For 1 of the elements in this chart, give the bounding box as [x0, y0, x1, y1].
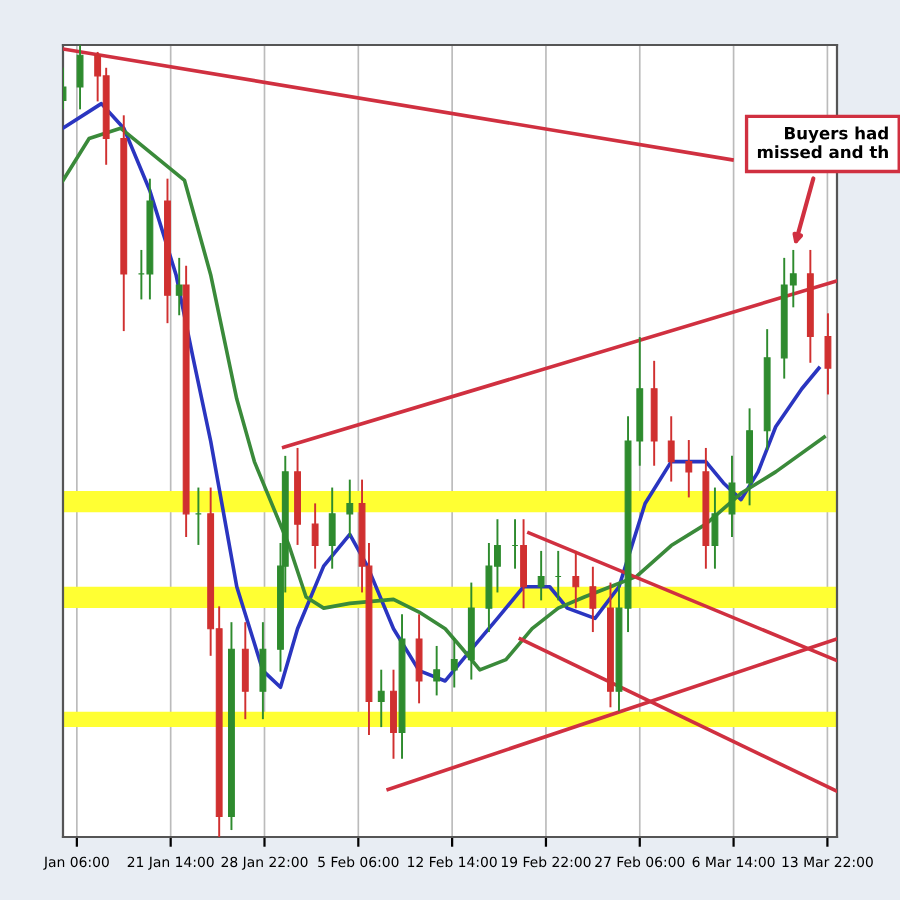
annotation: Buyers had missed and th — [757, 126, 888, 159]
